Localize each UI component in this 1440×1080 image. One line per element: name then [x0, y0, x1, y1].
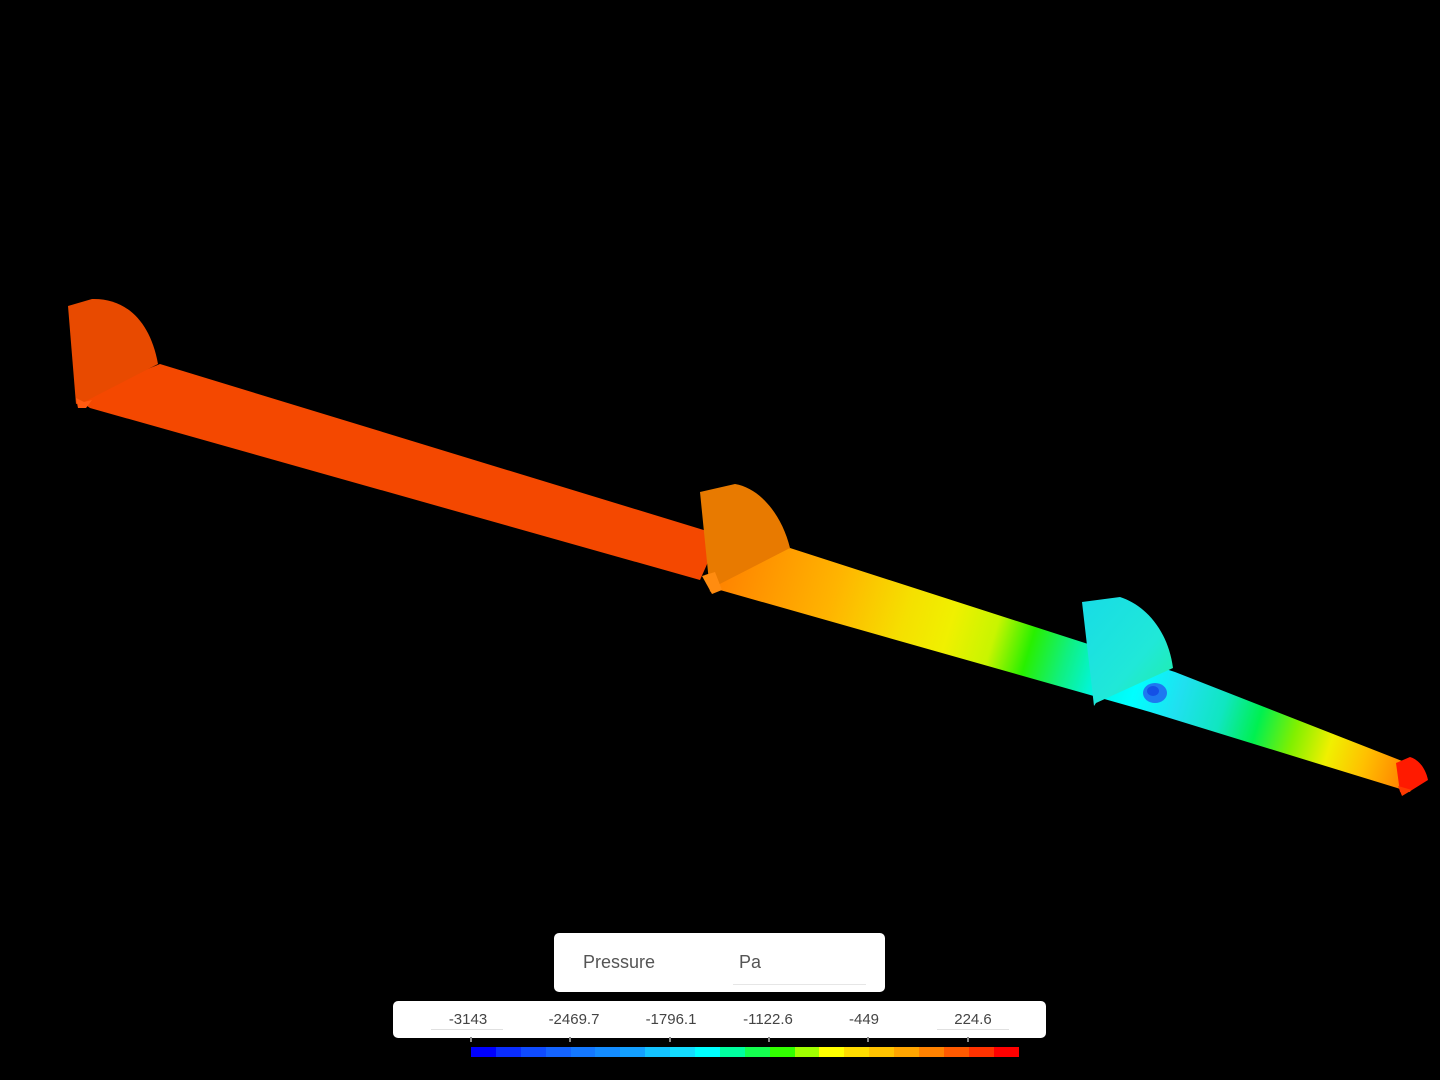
tick-label: -2469.7	[548, 1011, 600, 1028]
color-scale-segment	[620, 1047, 646, 1057]
color-scale-segment	[869, 1047, 895, 1057]
color-scale-segment	[819, 1047, 845, 1057]
rear-fin	[1082, 597, 1173, 706]
tick-mark	[669, 1037, 671, 1042]
color-scale-segment	[570, 1047, 596, 1057]
color-scale-segment	[943, 1047, 969, 1057]
color-scale-segment	[844, 1047, 870, 1057]
color-scale-bar	[471, 1047, 1019, 1057]
tick-label: -1122.6	[743, 1011, 793, 1028]
inlet-fin	[68, 298, 158, 404]
color-scale-segment	[495, 1047, 521, 1057]
color-scale-segment	[695, 1047, 720, 1057]
color-scale-segment	[719, 1047, 745, 1057]
color-scale-segment	[894, 1047, 920, 1057]
middle-strip	[705, 548, 1420, 792]
color-scale-segment	[919, 1047, 944, 1057]
tick-label[interactable]: -3143	[448, 1011, 488, 1028]
unit-underline	[733, 984, 866, 985]
outlet-cap	[1396, 757, 1428, 792]
color-scale-segment	[744, 1047, 770, 1057]
middle-fin	[700, 484, 790, 592]
tick-mark	[967, 1037, 969, 1042]
color-scale-segment	[471, 1047, 496, 1057]
color-scale-segment	[670, 1047, 696, 1057]
max-value-underline	[937, 1029, 1009, 1030]
color-scale-segment	[645, 1047, 671, 1057]
legend-quantity-label: Pressure	[583, 952, 656, 972]
color-scale-segment	[968, 1047, 994, 1057]
color-scale-segment	[520, 1047, 546, 1057]
tick-mark	[470, 1037, 472, 1042]
color-scale-segment	[595, 1047, 621, 1057]
tick-label: -449	[848, 1011, 880, 1028]
tick-mark	[867, 1037, 869, 1042]
legend-ticks-panel: -3143 -2469.7 -1796.1 -1122.6 -449 224.6	[393, 1001, 1046, 1038]
legend-unit-label[interactable]: Pa	[739, 952, 762, 972]
tick-label[interactable]: 224.6	[954, 1011, 992, 1028]
tick-mark	[768, 1037, 770, 1042]
tick-label: -1796.1	[645, 1011, 697, 1028]
color-scale-segment	[545, 1047, 571, 1057]
tick-mark	[569, 1037, 571, 1042]
min-value-underline	[431, 1029, 503, 1030]
front-strip	[76, 364, 720, 580]
color-scale-segment	[993, 1047, 1019, 1057]
color-scale-segment	[769, 1047, 795, 1057]
color-scale-segment	[794, 1047, 820, 1057]
legend-title-panel: Pressure Pa	[554, 933, 885, 992]
